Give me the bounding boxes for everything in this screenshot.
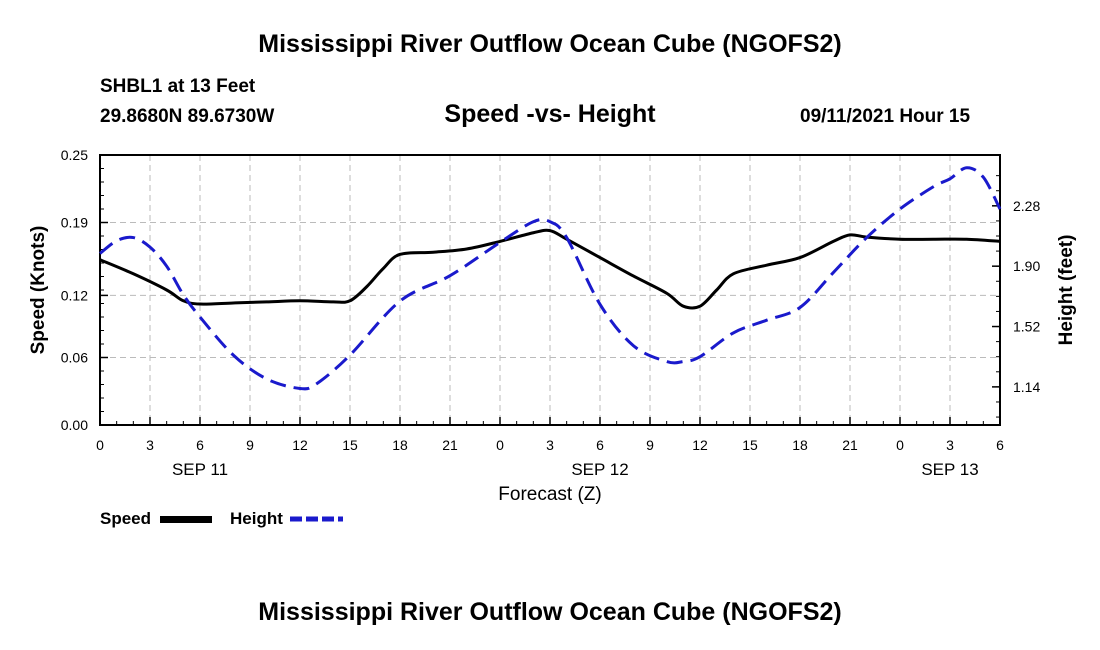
coordinates-label: 29.8680N 89.6730W (100, 106, 275, 127)
x-tick-label: 12 (692, 437, 708, 453)
x-tick-label: 3 (546, 437, 554, 453)
date-label: SEP 11 (172, 460, 228, 479)
x-tick-label: 0 (896, 437, 904, 453)
x-tick-label: 18 (792, 437, 808, 453)
x-tick-label: 12 (292, 437, 308, 453)
plot-frame (99, 154, 1001, 426)
x-tick-label: 0 (96, 437, 104, 453)
y2-tick-label: 2.28 (1013, 198, 1040, 214)
x-tick-label: 9 (646, 437, 654, 453)
x-tick-label: 3 (946, 437, 954, 453)
y-tick-label: 0.00 (61, 417, 88, 433)
legend-speed-swatch (160, 516, 212, 523)
date-label: SEP 12 (571, 460, 628, 479)
datetime-label: 09/11/2021 Hour 15 (800, 106, 971, 127)
date-label: SEP 13 (921, 460, 978, 479)
y-axis-label: Speed (Knots) (28, 226, 49, 355)
x-tick-label: 15 (342, 437, 358, 453)
x-tick-label: 21 (842, 437, 858, 453)
y2-tick-label: 1.52 (1013, 319, 1040, 335)
y2-tick-label: 1.14 (1013, 379, 1040, 395)
y2-tick-label: 1.90 (1013, 258, 1040, 274)
y-tick-label: 0.06 (61, 350, 88, 366)
x-tick-label: 21 (442, 437, 458, 453)
y-tick-label: 0.25 (61, 147, 88, 163)
station-label: SHBL1 at 13 Feet (100, 76, 256, 97)
legend-height-label: Height (230, 509, 283, 528)
x-tick-label: 6 (596, 437, 604, 453)
chart-title: Mississippi River Outflow Ocean Cube (NG… (258, 30, 842, 58)
x-tick-label: 0 (496, 437, 504, 453)
y2-axis-label: Height (feet) (1056, 235, 1077, 346)
x-axis-label: Forecast (Z) (498, 484, 601, 505)
y-tick-label: 0.12 (61, 287, 88, 303)
chart-subtitle: Speed -vs- Height (444, 100, 656, 128)
y-tick-label: 0.19 (61, 215, 88, 231)
x-tick-label: 9 (246, 437, 254, 453)
x-tick-label: 6 (196, 437, 204, 453)
footer-title: Mississippi River Outflow Ocean Cube (NG… (258, 598, 842, 626)
legend-height-swatch (290, 516, 343, 522)
legend-speed-label: Speed (100, 509, 152, 528)
height-series-line (99, 166, 1002, 391)
x-tick-label: 6 (996, 437, 1004, 453)
x-tick-label: 15 (742, 437, 758, 453)
x-tick-label: 3 (146, 437, 154, 453)
x-tick-label: 18 (392, 437, 408, 453)
speed-series-line (99, 228, 1001, 310)
